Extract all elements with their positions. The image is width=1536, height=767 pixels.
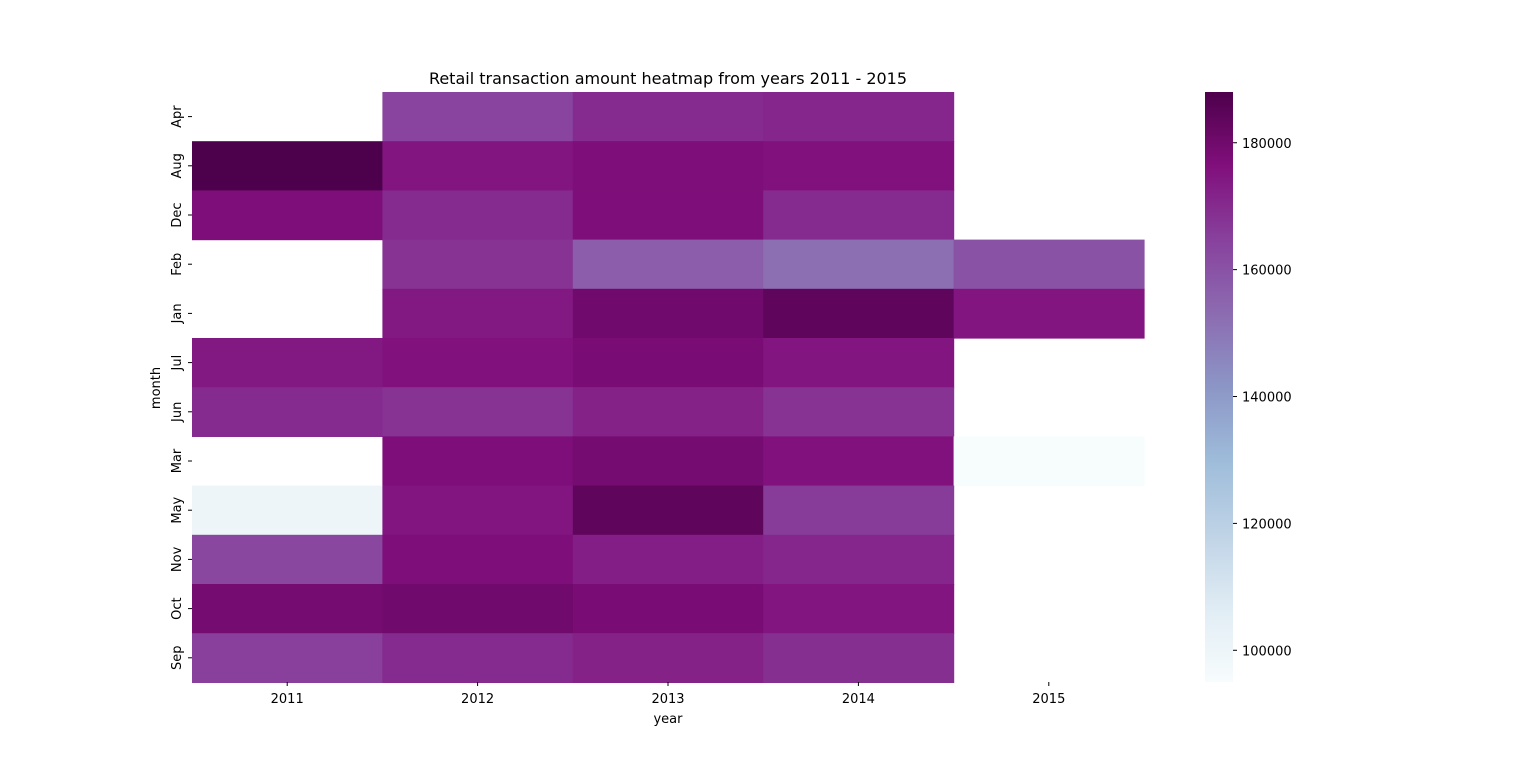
colorbar — [1205, 92, 1233, 682]
heatmap-cell — [763, 633, 955, 683]
heatmap-cell — [763, 436, 955, 487]
heatmap-cell — [382, 92, 574, 142]
heatmap-cell — [192, 534, 383, 585]
heatmap-cell — [382, 190, 574, 241]
heatmap-cell — [382, 387, 574, 437]
heatmap-cell — [953, 436, 1145, 487]
heatmap-cell — [192, 141, 383, 191]
heatmap-cell — [763, 288, 955, 339]
heatmap-cells — [192, 92, 1145, 683]
heatmap-cell — [763, 534, 955, 585]
heatmap-cell — [382, 338, 574, 388]
heatmap-cell — [192, 338, 383, 388]
heatmap-cell — [382, 239, 574, 290]
x-axis: 2011 2012 2013 2014 2015 — [271, 682, 1065, 707]
heatmap-cell — [763, 239, 955, 290]
heatmap-cell — [192, 633, 383, 683]
heatmap-cell — [572, 387, 764, 437]
heatmap-cell — [763, 92, 955, 142]
y-tick-label: Dec — [170, 202, 185, 227]
colorbar-ticks: 100000 120000 140000 160000 180000 — [1233, 137, 1292, 659]
colorbar-tick-label: 180000 — [1242, 137, 1292, 152]
y-tick-label: Feb — [170, 253, 185, 276]
colorbar-tick-label: 100000 — [1242, 644, 1292, 659]
chart-title: Retail transaction amount heatmap from y… — [429, 69, 907, 88]
heatmap-cell — [382, 485, 574, 536]
y-tick-label: Sep — [170, 646, 185, 671]
y-tick-label: Mar — [170, 448, 185, 473]
y-tick-label: Jan — [170, 303, 185, 324]
heatmap-cell — [763, 141, 955, 191]
heatmap-cell — [382, 534, 574, 585]
y-tick-label: Jun — [170, 402, 185, 423]
heatmap-cell — [572, 485, 764, 536]
heatmap-cell — [572, 239, 764, 290]
heatmap-cell — [382, 436, 574, 487]
heatmap-cell — [572, 288, 764, 339]
heatmap-cell — [192, 485, 383, 536]
heatmap-cell — [763, 387, 955, 437]
colorbar-tick-label: 120000 — [1242, 517, 1292, 532]
heatmap-cell — [572, 338, 764, 388]
heatmap-cell — [763, 338, 955, 388]
heatmap-cell — [572, 190, 764, 241]
heatmap-cell — [382, 584, 574, 634]
y-tick-label: Aug — [170, 153, 185, 178]
y-axis-label: month — [149, 367, 164, 409]
y-tick-label: Apr — [170, 105, 185, 128]
heatmap-cell — [572, 436, 764, 487]
heatmap-cell — [763, 190, 955, 241]
y-axis: Apr Aug Dec Feb Jan Jul Jun Mar May Nov Oct Sep — [170, 105, 192, 670]
heatmap-cell — [382, 141, 574, 191]
heatmap-cell — [572, 534, 764, 585]
colorbar-tick-label: 160000 — [1242, 264, 1292, 279]
x-tick-label: 2013 — [651, 692, 684, 707]
heatmap-cell — [572, 141, 764, 191]
heatmap-cell — [953, 288, 1145, 339]
heatmap-cell — [382, 288, 574, 339]
heatmap-cell — [192, 387, 383, 437]
y-tick-label: May — [170, 496, 185, 523]
y-tick-label: Nov — [170, 546, 185, 572]
heatmap-cell — [572, 92, 764, 142]
heatmap-cell — [763, 485, 955, 536]
x-axis-label: year — [653, 712, 683, 727]
heatmap-cell — [572, 584, 764, 634]
colorbar-tick-label: 140000 — [1242, 391, 1292, 406]
x-tick-label: 2011 — [271, 692, 304, 707]
heatmap-cell — [572, 633, 764, 683]
heatmap-cell — [953, 239, 1145, 290]
heatmap-cell — [763, 584, 955, 634]
y-tick-label: Jul — [170, 355, 185, 372]
x-tick-label: 2014 — [842, 692, 875, 707]
y-tick-label: Oct — [170, 597, 185, 619]
x-tick-label: 2015 — [1032, 692, 1065, 707]
heatmap-cell — [382, 633, 574, 683]
x-tick-label: 2012 — [461, 692, 494, 707]
heatmap-cell — [192, 190, 383, 241]
heatmap-cell — [192, 584, 383, 634]
